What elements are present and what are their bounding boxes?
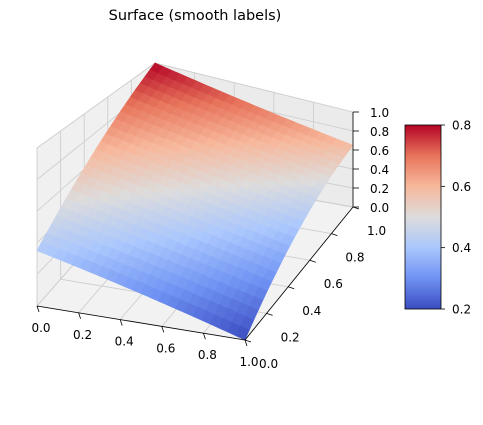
- y-tick-mark: [244, 339, 252, 343]
- z-tick-label: 0.8: [370, 125, 389, 139]
- y-tick-mark: [331, 233, 338, 236]
- colorbar-tick-label: 0.6: [452, 180, 471, 194]
- z-tick-label: 0.6: [370, 144, 389, 158]
- z-tick-label: 0.2: [370, 182, 389, 196]
- x-tick-mark: [78, 312, 81, 319]
- z-tick-label: 0.0: [370, 201, 389, 215]
- x-tick-mark: [119, 319, 123, 326]
- x-axis-line: [36, 305, 246, 341]
- x-tick-mark: [244, 339, 248, 347]
- y-tick-label: 0.4: [302, 304, 321, 318]
- x-tick-label: 0.2: [73, 328, 92, 342]
- y-tick-label: 0.8: [345, 251, 364, 265]
- y-tick-mark: [309, 259, 316, 263]
- z-tick-label: 0.4: [370, 163, 389, 177]
- y-tick-label: 0.0: [259, 357, 278, 371]
- y-tick-label: 1.0: [367, 224, 386, 238]
- x-tick-mark: [36, 305, 40, 313]
- y-tick-label: 0.2: [281, 330, 300, 344]
- x-tick-label: 0.8: [198, 348, 217, 362]
- y-tick-label: 0.6: [324, 277, 343, 291]
- x-tick-label: 0.6: [156, 341, 175, 355]
- y-axis-line: [244, 206, 354, 341]
- z-tick-label: 1.0: [370, 106, 389, 120]
- colorbar-tick-label: 0.2: [452, 303, 471, 317]
- tick-labels: 0.0 0.2 0.4 0.6 0.8 1.0 0.00.20.40.60.81.00.00…: [31, 106, 389, 371]
- x-tick-label: 0.4: [115, 335, 134, 349]
- colorbar-tick-label: 0.4: [452, 241, 471, 255]
- colorbar-gradient: [404, 124, 442, 310]
- surface-layer: [36, 62, 354, 341]
- y-tick-mark: [288, 286, 295, 290]
- colorbar: 0.2 0.4 0.6 0.8: [404, 119, 471, 317]
- colorbar-tick-label: 0.8: [452, 119, 471, 133]
- x-tick-label: 0.0: [31, 321, 50, 335]
- x-tick-mark: [161, 326, 165, 333]
- x-tick-label: 1.0: [239, 355, 258, 369]
- x-tick-mark: [203, 333, 206, 340]
- chart-title: Surface (smooth labels): [108, 8, 282, 24]
- axis-lines: [36, 112, 354, 341]
- y-tick-mark: [266, 313, 273, 316]
